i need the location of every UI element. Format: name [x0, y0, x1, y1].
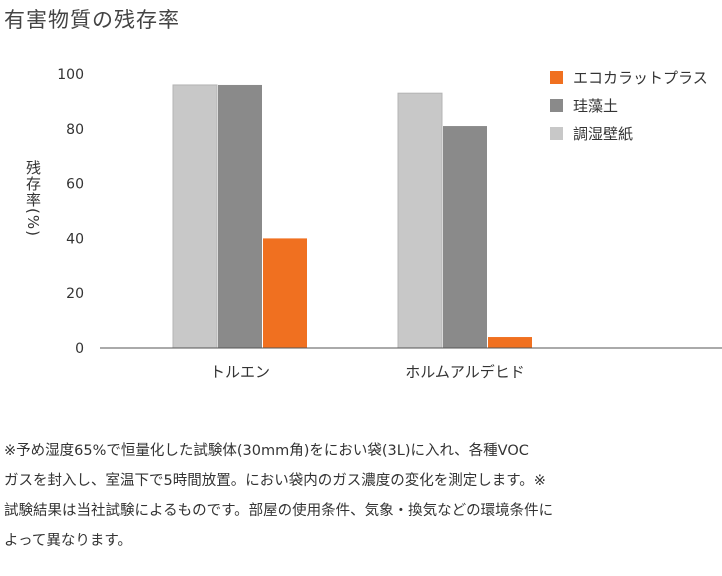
bar-chart: 0 20 40 60 80 100 トルエン ホルムアルデヒド [57, 67, 722, 381]
chart-legend: エコカラットプラス 珪藻土調湿壁紙 [550, 63, 708, 147]
legend-item: エコカラットプラス [550, 63, 708, 91]
bar-series [172, 84, 532, 349]
x-tick-label: ホルムアルデヒド [405, 363, 525, 381]
footnote: ※予め湿度65%で恒量化した試験体(30mm角)をにおい袋(3L)に入れ、各種V… [4, 436, 720, 556]
legend-label: エコカラットプラス [573, 68, 708, 87]
x-axis-labels: トルエン ホルムアルデヒド [210, 363, 525, 381]
legend-label: 珪藻土 [573, 96, 619, 115]
y-axis-label: 残存率(%) [24, 160, 42, 237]
legend-swatch [550, 126, 563, 140]
footnote-line: 試験結果は当社試験によるものです。部屋の使用条件、気象・換気などの環境条件に [4, 503, 554, 519]
y-tick-label: 80 [66, 122, 84, 138]
y-tick-label: 60 [66, 177, 84, 193]
bar [443, 126, 487, 348]
x-tick-label: トルエン [210, 363, 270, 381]
y-tick-label: 40 [66, 231, 84, 247]
y-tick-label: 100 [57, 67, 84, 83]
legend-swatch [550, 98, 563, 112]
legend-label: 調湿壁紙 [573, 124, 634, 143]
bar [218, 84, 262, 349]
bar [172, 84, 218, 349]
y-axis-ticks: 0 20 40 60 80 100 [57, 67, 84, 357]
footnote-line: ※予め湿度65%で恒量化した試験体(30mm角)をにおい袋(3L)に入れ、各種V… [4, 443, 529, 459]
bar [263, 238, 307, 348]
bar [488, 337, 532, 348]
legend-item: 調湿壁紙 [550, 119, 708, 147]
bar [397, 92, 443, 349]
y-tick-label: 0 [75, 341, 84, 357]
footnote-line: よって異なります。 [4, 533, 132, 549]
legend-item: 珪藻土 [550, 91, 708, 119]
legend-swatch [550, 70, 563, 84]
y-tick-label: 20 [66, 286, 84, 302]
page-title: 有害物質の残存率 [4, 8, 180, 32]
footnote-line: ガスを封入し、室温下で5時間放置。におい袋内のガス濃度の変化を測定します。※ [4, 473, 546, 489]
